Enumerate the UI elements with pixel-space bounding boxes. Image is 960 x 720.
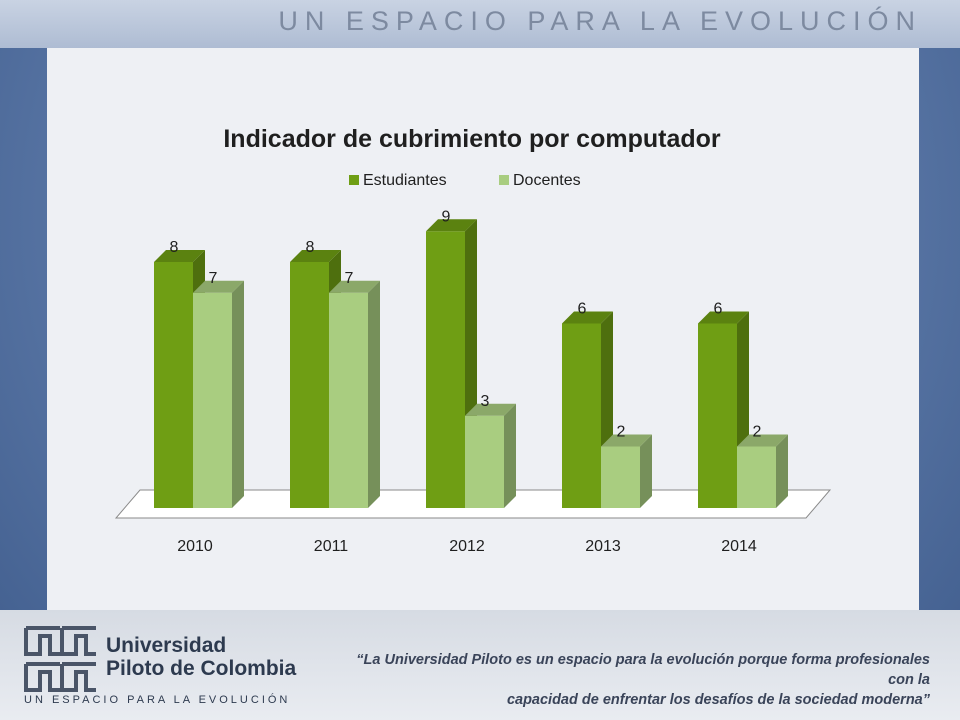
bar-side [368,280,380,508]
legend-swatch-estudiantes [349,175,359,185]
university-logo [24,626,96,692]
bar-side [776,434,788,508]
x-tick-2011: 2011 [314,538,349,555]
bar-front [465,415,504,508]
bar-docentes-2013: 2 [601,424,652,508]
university-name-line2: Piloto de Colombia [106,657,297,680]
bar-front [562,323,601,508]
bar-top [329,280,380,293]
bar-top [154,250,205,262]
data-label-estudiantes-2013: 6 [578,301,587,318]
bar-top [426,219,477,232]
data-label-docentes-2012: 3 [481,393,490,410]
bar-front [154,262,193,508]
x-tick-2010: 2010 [177,538,213,555]
chart-bars: 8 7 8 7 9 3 6 2 6 2 [154,208,788,508]
bar-top [465,403,516,416]
data-label-docentes-2010: 7 [209,270,218,287]
bar-docentes-2012: 3 [465,393,516,508]
bar-docentes-2014: 2 [737,424,788,508]
data-label-estudiantes-2010: 8 [170,239,179,256]
x-tick-2012: 2012 [449,538,485,555]
chart-title: Indicador de cubrimiento por computador [223,125,721,153]
top-banner: UN ESPACIO PARA LA EVOLUCIÓN [0,0,960,48]
x-tick-2014: 2014 [721,538,757,555]
bar-estudiantes-2014: 6 [698,301,749,508]
bar-front [737,446,776,508]
bar-top [562,311,613,324]
x-axis-ticks: 2010 2011 2012 2013 2014 [177,538,757,555]
quote-line2: capacidad de enfrentar los desafíos de l… [506,692,930,708]
bar-side [232,280,244,508]
legend-swatch-docentes [499,175,509,185]
bar-side [504,403,516,508]
data-label-docentes-2011: 7 [345,270,354,287]
bar-front [601,446,640,508]
x-tick-2013: 2013 [585,538,621,555]
bar-front [290,262,329,508]
footer-quote: “La Universidad Piloto es un espacio par… [330,650,930,710]
bar-side [640,434,652,508]
bar-top [601,434,652,447]
data-label-docentes-2013: 2 [617,424,626,441]
legend-label-docentes: Docentes [513,172,581,189]
banner-slogan: UN ESPACIO PARA LA EVOLUCIÓN [278,6,922,36]
data-label-estudiantes-2011: 8 [306,239,315,256]
bar-front [193,292,232,508]
bar-top [737,434,788,447]
bar-front [329,292,368,508]
bar-top [193,280,244,293]
university-tagline: UN ESPACIO PARA LA EVOLUCIÓN [24,694,291,706]
university-name-line1: Universidad [106,634,227,657]
data-label-estudiantes-2014: 6 [714,301,723,318]
bar-docentes-2011: 7 [329,270,380,508]
bar-front [698,323,737,508]
bar-top [290,250,341,262]
legend-label-estudiantes: Estudiantes [363,172,447,189]
bar-docentes-2010: 7 [193,270,244,508]
bar-front [426,231,465,508]
data-label-docentes-2014: 2 [753,424,762,441]
data-label-estudiantes-2012: 9 [442,208,451,225]
chart-legend: Estudiantes Docentes [349,172,581,189]
quote-line1: “La Universidad Piloto es un espacio par… [356,652,930,688]
bar-top [698,311,749,324]
footer: Universidad Piloto de Colombia UN ESPACI… [0,610,960,720]
university-name: Universidad Piloto de Colombia [106,634,296,680]
